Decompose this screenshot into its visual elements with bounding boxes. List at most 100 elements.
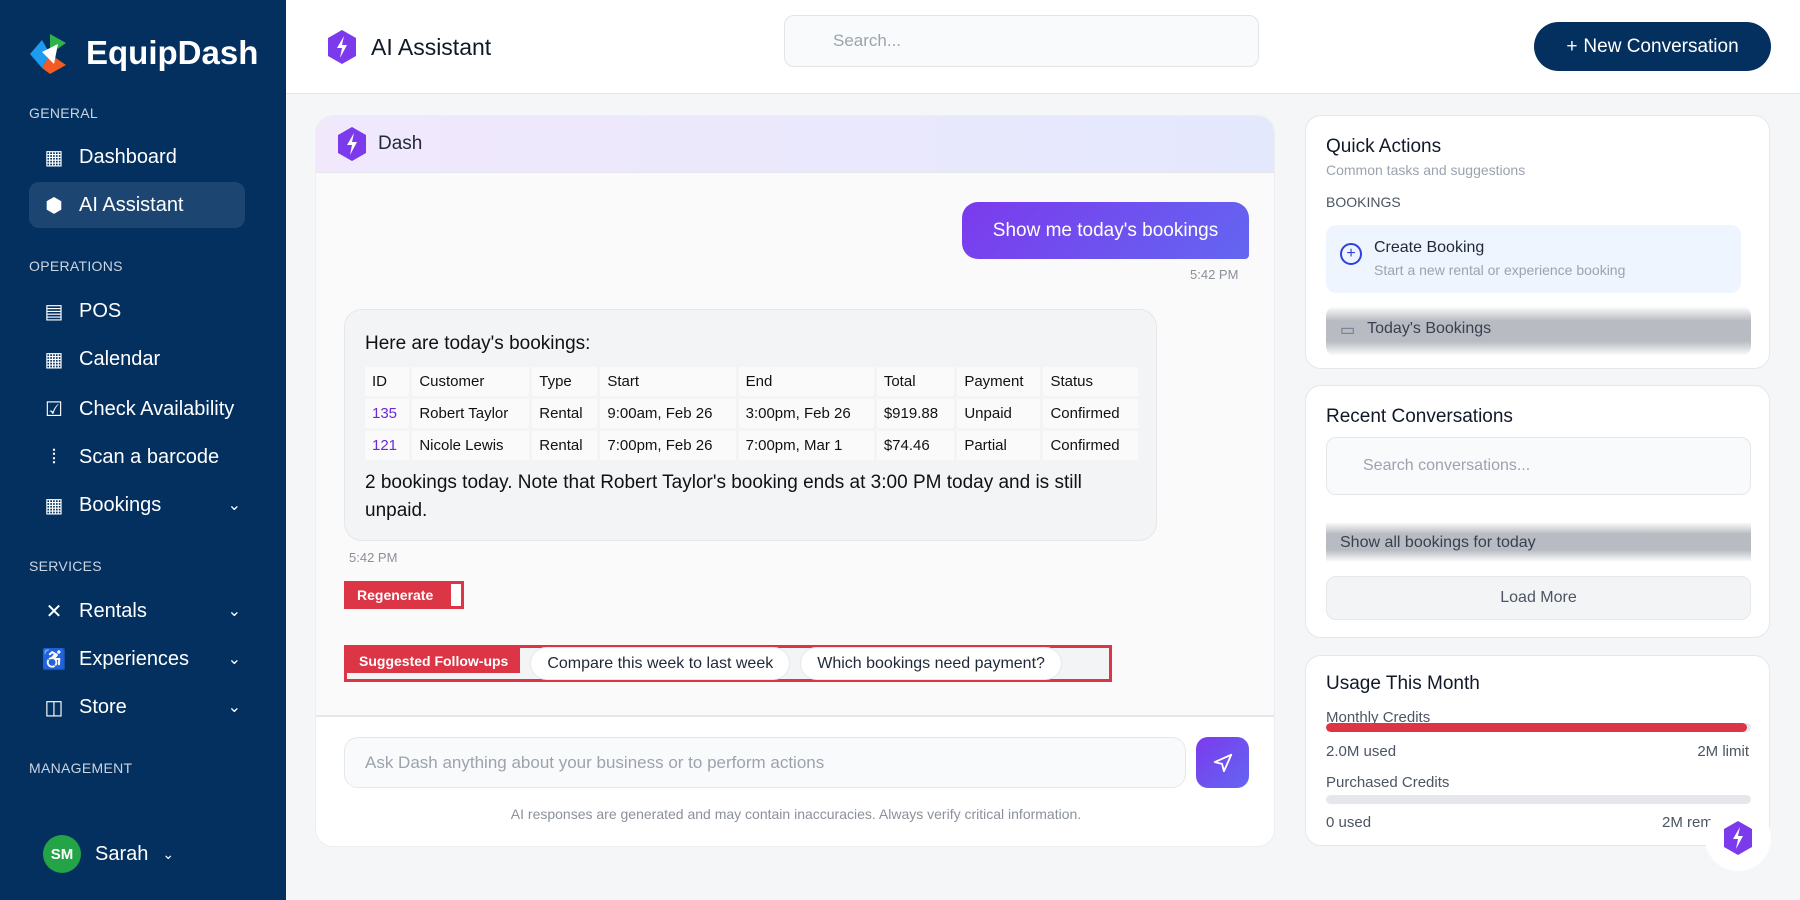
assistant-message-time: 5:42 PM	[349, 550, 398, 565]
pos-terminal-icon: ▤	[44, 300, 64, 323]
sidebar-item-bookings[interactable]: ▦ Bookings ⌄	[29, 482, 245, 528]
send-button[interactable]	[1196, 737, 1249, 788]
chevron-down-icon: ⌄	[227, 603, 241, 620]
sidebar-item-rentals[interactable]: ✕ Rentals ⌄	[29, 588, 245, 634]
sidebar-item-ai-assistant[interactable]: ⬢ AI Assistant	[29, 182, 245, 228]
assistant-summary: 2 bookings today. Note that Robert Taylo…	[365, 472, 1082, 521]
brand-name: EquipDash	[86, 34, 259, 71]
plus-icon: +	[1566, 35, 1578, 57]
followups-label: Suggested Follow-ups	[347, 648, 521, 673]
calendar-check-icon: ☑	[45, 398, 63, 421]
followup-chip[interactable]: Compare this week to last week	[530, 647, 791, 680]
quick-actions-card: Quick Actions Common tasks and suggestio…	[1305, 115, 1770, 369]
send-icon	[1213, 753, 1232, 772]
sidebar-item-label: Bookings	[79, 493, 162, 516]
suggested-followups: Suggested Follow-ups Compare this week t…	[344, 645, 1112, 682]
sidebar-item-label: Check Availability	[79, 397, 235, 420]
monthly-credits-fill	[1326, 723, 1747, 732]
sidebar-item-label: Scan a barcode	[79, 445, 220, 468]
bookings-table: ID Customer Type Start End Total Payment Status…	[362, 364, 1141, 463]
table-row: 135 Robert Taylor Rental 9:00am, Feb 26 3:00…	[365, 399, 1138, 428]
column-header: Payment	[957, 367, 1041, 396]
table-cell: Partial	[957, 431, 1041, 460]
table-cell: Confirmed	[1043, 431, 1138, 460]
ai-assistant-fab[interactable]	[1705, 805, 1771, 871]
message-input[interactable]: Ask Dash anything about your business or…	[344, 737, 1186, 788]
sidebar-item-label: Experiences	[79, 647, 190, 670]
purchased-used: 0 used	[1326, 814, 1372, 831]
table-cell: Rental	[532, 431, 598, 460]
card-title: Quick Actions	[1326, 136, 1442, 157]
quick-action-todays-bookings[interactable]: ▭ Today's Bookings	[1326, 306, 1751, 356]
load-more-button[interactable]: Load More	[1326, 576, 1751, 620]
ai-hex-icon	[1724, 821, 1752, 855]
sidebar-item-label: Dashboard	[79, 145, 177, 168]
sidebar-item-check-availability[interactable]: ☑ Check Availability	[29, 386, 245, 432]
new-conversation-button[interactable]: + New Conversation	[1534, 22, 1771, 71]
table-cell: $919.88	[876, 399, 955, 428]
regenerate-button[interactable]: Regenerate	[344, 581, 464, 609]
search-input[interactable]: Search...	[784, 15, 1259, 67]
chat-panel: Dash Show me today's bookings 5:42 PM He…	[315, 115, 1275, 847]
monthly-credits-label: Monthly Credits	[1326, 709, 1431, 726]
sidebar-item-label: AI Assistant	[79, 193, 184, 216]
top-header: AI Assistant Search... + New Conversation	[286, 0, 1800, 94]
table-cell: 7:00pm, Feb 26	[600, 431, 736, 460]
new-conversation-label: New Conversation	[1583, 35, 1739, 57]
quick-action-title: Today's Bookings	[1367, 320, 1492, 337]
user-message: Show me today's bookings	[962, 202, 1249, 259]
conversation-item[interactable]: Show all bookings for today	[1326, 522, 1751, 562]
kayak-icon: ✕	[45, 600, 63, 623]
sidebar-item-label: Rentals	[79, 599, 147, 622]
ai-hex-icon	[328, 30, 356, 64]
section-operations: OPERATIONS	[29, 258, 123, 274]
section-services: SERVICES	[29, 558, 102, 574]
equipdash-logo-icon	[30, 34, 66, 74]
assistant-intro: Here are today's bookings:	[365, 333, 591, 354]
calendar-icon: ▭	[1340, 322, 1356, 339]
page-title: AI Assistant	[371, 34, 492, 60]
assistant-name: Dash	[378, 133, 423, 154]
sidebar-item-label: Calendar	[79, 347, 161, 370]
sidebar-item-label: POS	[79, 299, 122, 322]
assistant-message: Here are today's bookings: ID Customer Typ…	[344, 309, 1157, 541]
chevron-down-icon: ⌄	[227, 497, 241, 514]
user-menu[interactable]: SM Sarah ⌄	[43, 835, 174, 873]
quick-action-create-booking[interactable]: + Create Booking Start a new rental or ex…	[1326, 225, 1741, 293]
sidebar-item-label: Store	[79, 695, 127, 718]
table-cell: Nicole Lewis	[412, 431, 530, 460]
booking-id-link[interactable]: 135	[365, 399, 410, 428]
bookings-icon: ▦	[44, 494, 64, 517]
table-cell: 3:00pm, Feb 26	[738, 399, 874, 428]
table-cell: $74.46	[876, 431, 955, 460]
avatar: SM	[43, 835, 81, 873]
barcode-scan-icon: ⦙	[51, 445, 57, 468]
plus-circle-icon: +	[1340, 243, 1362, 265]
ai-hex-icon	[338, 127, 366, 161]
shopping-bag-icon: ◫	[44, 696, 64, 719]
table-cell: Robert Taylor	[412, 399, 530, 428]
chat-header: Dash	[316, 116, 1274, 173]
purchased-credits-label: Purchased Credits	[1326, 774, 1450, 791]
sidebar-item-pos[interactable]: ▤ POS	[29, 288, 245, 334]
recent-conversations-card: Recent Conversations Search conversation…	[1305, 385, 1770, 638]
sidebar-item-store[interactable]: ◫ Store ⌄	[29, 684, 245, 730]
conversation-search-input[interactable]: Search conversations...	[1326, 437, 1751, 495]
table-cell: 7:00pm, Mar 1	[738, 431, 874, 460]
followup-chip[interactable]: Which bookings need payment?	[800, 647, 1062, 680]
quick-action-desc: Start a new rental or experience booking	[1374, 262, 1626, 278]
sidebar-item-scan-barcode[interactable]: ⦙ Scan a barcode	[29, 434, 245, 480]
purchased-credits-bar	[1326, 795, 1751, 804]
sidebar-item-dashboard[interactable]: ▦ Dashboard	[29, 134, 245, 180]
table-cell: Rental	[532, 399, 598, 428]
sidebar-item-experiences[interactable]: ♿ Experiences ⌄	[29, 636, 245, 682]
disclaimer: AI responses are generated and may conta…	[510, 806, 1082, 822]
column-header: Status	[1043, 367, 1138, 396]
booking-id-link[interactable]: 121	[365, 431, 410, 460]
section-management: MANAGEMENT	[29, 760, 133, 776]
sidebar-item-calendar[interactable]: ▦ Calendar	[29, 336, 245, 382]
table-cell: Unpaid	[957, 399, 1041, 428]
column-header: Start	[600, 367, 736, 396]
column-header: End	[738, 367, 874, 396]
section-bookings: BOOKINGS	[1326, 194, 1401, 210]
